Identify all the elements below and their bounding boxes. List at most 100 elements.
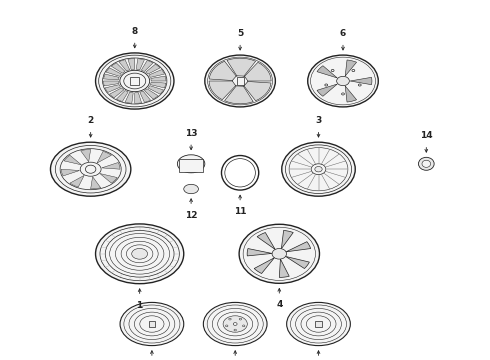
Polygon shape xyxy=(103,74,119,80)
Text: 4: 4 xyxy=(276,300,283,309)
Text: 2: 2 xyxy=(88,116,94,125)
Polygon shape xyxy=(286,256,309,269)
Polygon shape xyxy=(281,230,293,249)
Circle shape xyxy=(342,93,344,95)
Text: 6: 6 xyxy=(340,29,346,38)
Circle shape xyxy=(243,325,245,327)
Polygon shape xyxy=(279,259,289,278)
Ellipse shape xyxy=(239,224,319,283)
Polygon shape xyxy=(317,84,337,96)
Circle shape xyxy=(233,323,237,325)
Ellipse shape xyxy=(85,165,96,173)
Polygon shape xyxy=(109,88,124,98)
Polygon shape xyxy=(245,62,271,81)
Polygon shape xyxy=(111,63,125,73)
Ellipse shape xyxy=(315,166,322,172)
Polygon shape xyxy=(128,59,135,69)
Text: 3: 3 xyxy=(316,116,321,125)
Ellipse shape xyxy=(203,302,267,346)
Ellipse shape xyxy=(132,248,147,259)
Ellipse shape xyxy=(184,184,198,194)
Ellipse shape xyxy=(306,316,331,332)
Ellipse shape xyxy=(337,76,349,86)
Ellipse shape xyxy=(422,160,431,167)
Text: 8: 8 xyxy=(132,27,138,36)
Ellipse shape xyxy=(232,75,248,87)
Circle shape xyxy=(225,325,228,327)
Text: 1: 1 xyxy=(137,301,143,310)
FancyBboxPatch shape xyxy=(237,77,244,85)
Ellipse shape xyxy=(120,70,149,92)
Polygon shape xyxy=(136,59,145,70)
Polygon shape xyxy=(209,81,236,100)
Ellipse shape xyxy=(140,316,164,332)
Ellipse shape xyxy=(129,309,175,339)
Polygon shape xyxy=(286,242,311,252)
Polygon shape xyxy=(141,60,153,71)
Polygon shape xyxy=(106,68,122,76)
Polygon shape xyxy=(91,177,100,189)
FancyBboxPatch shape xyxy=(179,159,203,172)
Polygon shape xyxy=(61,169,79,176)
Polygon shape xyxy=(100,174,117,183)
FancyBboxPatch shape xyxy=(149,321,155,327)
Polygon shape xyxy=(97,151,111,163)
Polygon shape xyxy=(151,76,166,81)
Polygon shape xyxy=(148,86,164,94)
Polygon shape xyxy=(257,233,275,249)
Circle shape xyxy=(229,318,231,320)
Ellipse shape xyxy=(177,155,205,173)
Polygon shape xyxy=(244,81,271,101)
Ellipse shape xyxy=(289,148,348,191)
Polygon shape xyxy=(317,66,337,78)
Polygon shape xyxy=(224,86,253,104)
Polygon shape xyxy=(227,58,256,76)
Ellipse shape xyxy=(212,309,258,339)
Polygon shape xyxy=(102,162,120,169)
Polygon shape xyxy=(140,91,151,102)
Ellipse shape xyxy=(312,58,374,104)
Polygon shape xyxy=(254,258,274,274)
Circle shape xyxy=(352,69,355,72)
Ellipse shape xyxy=(223,316,247,332)
Ellipse shape xyxy=(287,302,350,346)
Ellipse shape xyxy=(282,142,355,196)
Ellipse shape xyxy=(295,309,342,339)
Ellipse shape xyxy=(246,230,312,278)
Circle shape xyxy=(325,84,328,86)
Polygon shape xyxy=(105,85,121,93)
Circle shape xyxy=(239,318,242,320)
Circle shape xyxy=(331,69,334,72)
Polygon shape xyxy=(209,61,236,81)
Polygon shape xyxy=(116,91,128,102)
Polygon shape xyxy=(70,175,84,187)
Circle shape xyxy=(234,329,236,331)
Ellipse shape xyxy=(102,58,167,104)
Text: 14: 14 xyxy=(420,131,433,140)
Polygon shape xyxy=(145,89,158,99)
FancyBboxPatch shape xyxy=(316,321,322,327)
Ellipse shape xyxy=(272,248,287,259)
Text: 12: 12 xyxy=(185,211,197,220)
Ellipse shape xyxy=(124,73,146,89)
Polygon shape xyxy=(81,149,91,162)
Ellipse shape xyxy=(120,302,184,346)
Circle shape xyxy=(358,84,361,86)
Polygon shape xyxy=(146,64,160,74)
Text: 11: 11 xyxy=(234,207,246,216)
Polygon shape xyxy=(247,248,272,256)
Ellipse shape xyxy=(418,157,434,170)
Text: 13: 13 xyxy=(185,129,197,138)
Text: 5: 5 xyxy=(237,29,243,38)
Polygon shape xyxy=(345,86,357,102)
Polygon shape xyxy=(64,155,81,165)
Polygon shape xyxy=(119,60,130,71)
Ellipse shape xyxy=(60,149,121,190)
Ellipse shape xyxy=(50,142,131,196)
Ellipse shape xyxy=(96,53,174,109)
Polygon shape xyxy=(103,81,119,86)
Ellipse shape xyxy=(80,162,101,176)
Ellipse shape xyxy=(311,164,326,175)
Polygon shape xyxy=(345,60,357,76)
Ellipse shape xyxy=(96,224,184,284)
